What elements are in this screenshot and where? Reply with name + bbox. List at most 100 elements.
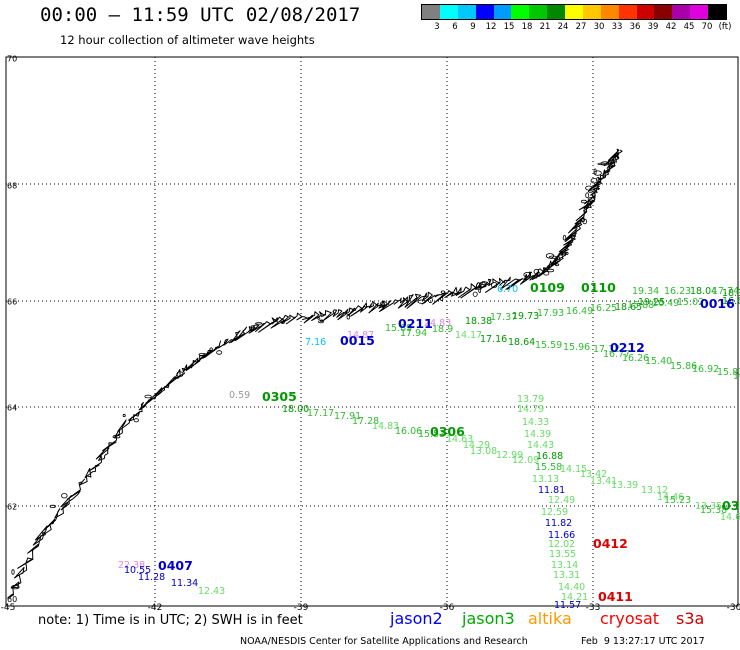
legend-swatch — [475, 5, 494, 19]
swh-observation: 14.17 — [455, 330, 482, 341]
swh-observation: 0.59 — [229, 390, 250, 401]
map-axis-labels: 70 68 66 64 62 60-45 -42 -39 -36 -33 -30 — [1, 55, 740, 614]
swh-observation: 15.89 — [385, 323, 412, 334]
lon-label: -33 — [586, 603, 601, 613]
coastal-island — [597, 162, 606, 166]
legend-label: 27 — [575, 22, 587, 32]
coastal-island — [417, 299, 427, 304]
coastline-path — [7, 148, 623, 599]
coastal-island — [587, 196, 596, 202]
coastal-island — [122, 413, 126, 418]
swh-observation: 15.02 — [677, 297, 704, 308]
coastal-island — [112, 435, 121, 439]
swh-observation: 13.42 — [580, 469, 607, 480]
swh-observation: 12.02 — [548, 539, 575, 550]
legend-label: 3 — [434, 22, 440, 32]
coastal-island — [440, 296, 444, 301]
swh-observation: 14.79 — [517, 404, 544, 415]
coastal-island — [440, 290, 446, 294]
coastal-island — [606, 161, 614, 165]
swh-observation: 11.28 — [138, 572, 165, 583]
satellite-pass-id: 0016 — [700, 296, 735, 311]
coastal-island — [537, 272, 541, 277]
swh-observation: 15.40 — [645, 356, 672, 367]
legend-label: 12 — [485, 22, 497, 32]
coastal-island — [585, 185, 593, 191]
swh-observation: 18.04 — [690, 286, 717, 297]
swh-observation: 12.99 — [496, 450, 523, 461]
legend-swatch — [439, 5, 458, 19]
swh-observation: 16.25 — [590, 303, 617, 314]
coastal-island — [533, 268, 540, 275]
satellite-pass-labels: 0109 0110 0016 0211 0015 0212 0305 0306 030 0407 0… — [158, 280, 740, 604]
satellite-pass-id: 0407 — [158, 558, 193, 573]
swh-observation: 14.6 — [720, 512, 740, 523]
lat-label: 66 — [7, 298, 17, 307]
swh-observation: 18.38 — [465, 316, 492, 327]
swh-observation: 12.49 — [548, 495, 575, 506]
satellite-pass-id: 0305 — [262, 389, 297, 404]
swh-observation: 16. — [733, 371, 740, 382]
swh-observation: 17.17 — [307, 408, 334, 419]
legend-altika: altika — [528, 609, 572, 628]
color-scale-labels: 3 6 9 12 15 18 21 24 27 30 33 36 39 42 45 70 (ft) — [421, 22, 740, 36]
swh-observation: 14.87 — [347, 330, 374, 341]
coastal-island — [585, 192, 590, 199]
swh-observation: 15.86 — [670, 361, 697, 372]
swh-observation: 14.15 — [560, 464, 587, 475]
coastal-island — [317, 317, 321, 320]
swh-observation: 13.13 — [532, 474, 559, 485]
swh-observation: 19.34 — [632, 286, 659, 297]
legend-swatch — [547, 5, 565, 19]
legend-label: 15 — [503, 22, 515, 32]
legend-swatch — [529, 5, 548, 19]
coastal-island — [280, 319, 286, 325]
satellite-pass-id: 0411 — [598, 589, 633, 604]
satellite-pass-id: 0412 — [593, 536, 628, 551]
legend-jason3: jason3 — [462, 609, 515, 628]
swh-observation: 18.33 — [722, 288, 740, 299]
swh-observation: 16.92 — [692, 364, 719, 375]
swh-observation: 14.40 — [558, 582, 585, 593]
legend-label: 33 — [611, 22, 623, 32]
footer-timestamp: Feb 9 13:27:17 UTC 2017 — [581, 636, 705, 647]
coastal-island — [562, 235, 567, 241]
satellite-pass-id: 0109 — [530, 280, 565, 295]
map-title: 00:00 – 11:59 UTC 02/08/2017 — [40, 4, 361, 26]
coastal-island — [49, 504, 56, 508]
swh-observation: 17.91 — [334, 411, 361, 422]
legend-cryosat: cryosat — [600, 609, 660, 628]
swh-observation: 11.82 — [545, 518, 572, 529]
swh-observation: 18.64 — [508, 337, 535, 348]
legend-swatch — [565, 5, 583, 19]
coastal-island — [533, 274, 538, 279]
swh-observation: 12.09 — [512, 455, 539, 466]
swh-observation: 7.16 — [305, 337, 326, 348]
legend-swatch — [636, 5, 655, 19]
swh-observation: 16.88 — [536, 451, 563, 462]
lat-lon-grid — [5, 56, 739, 607]
swh-observation: 14.83 — [372, 421, 399, 432]
coastal-island — [379, 301, 388, 308]
coastal-island — [61, 493, 68, 499]
coastal-island — [548, 255, 558, 259]
coastal-island — [546, 268, 555, 273]
swh-observation: 17.16 — [480, 334, 507, 345]
swh-observation: 11.66 — [548, 530, 575, 541]
legend-label: 6 — [452, 22, 458, 32]
legend-swatch — [493, 5, 512, 19]
swh-observation: 12.43 — [198, 586, 225, 597]
legend-label: 42 — [665, 22, 677, 32]
coastal-island — [198, 353, 208, 356]
swh-observation: 18.65 — [615, 302, 642, 313]
swh-observation: 19.25 — [638, 297, 665, 308]
swh-observation: 14.21 — [561, 592, 588, 603]
swh-observation: 14.43 — [527, 440, 554, 451]
coastal-island — [523, 272, 532, 278]
swh-observation: 15.83 — [717, 367, 740, 378]
swh-observation: 13.41 — [590, 476, 617, 487]
swh-observation: 14.63 — [446, 434, 473, 445]
legend-swatch — [618, 5, 637, 19]
